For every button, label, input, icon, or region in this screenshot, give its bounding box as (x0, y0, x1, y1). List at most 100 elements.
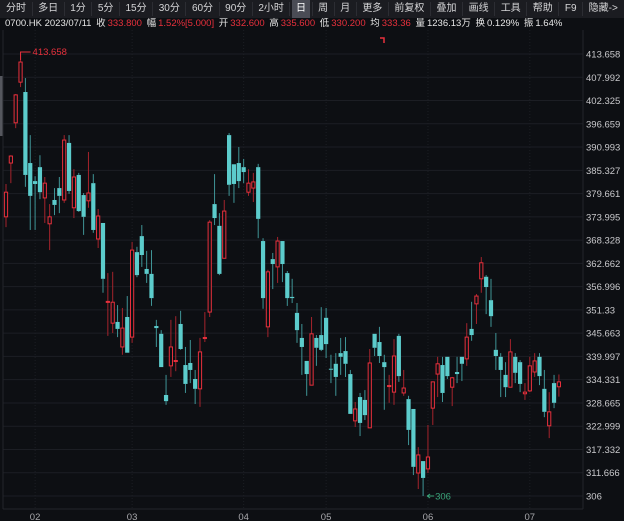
toolbar-button-2[interactable]: 1分 (70, 3, 86, 14)
candle-up (120, 327, 125, 348)
toolbar-button-13[interactable]: 前复权 (394, 3, 425, 14)
candle-down (299, 337, 304, 347)
candle-down (280, 241, 285, 265)
toolbar-button-3[interactable]: 5分 (97, 3, 114, 14)
candle-down (149, 273, 154, 299)
y-tick-label: 345.663 (586, 329, 620, 340)
candle-up (416, 454, 421, 474)
candle-down (154, 326, 159, 329)
min-arrow-icon (426, 493, 435, 499)
avg-value: 333.36 (381, 18, 411, 29)
change-value: 1.52%[5.000] (158, 18, 215, 29)
open-label: 开 (218, 18, 229, 29)
candle-down (513, 356, 518, 373)
toolbar-button-8[interactable]: 2小时 (258, 3, 284, 14)
toolbar-separator (118, 2, 120, 16)
candlestick-chart[interactable]: 413.658 306 413.658 407.992 402.325 396.659 3… (0, 30, 624, 521)
toolbar-button-7[interactable]: 90分 (225, 3, 247, 14)
candle-up (202, 337, 207, 340)
toolbar-button-18[interactable]: F9 (564, 3, 577, 14)
candle-up (130, 249, 135, 338)
toolbar-separator (494, 2, 496, 16)
toolbar-button-4[interactable]: 15分 (125, 3, 147, 14)
candle-up (547, 411, 552, 427)
toolbar-button-10[interactable]: 周 (318, 3, 329, 14)
candle-down (23, 92, 28, 175)
candle-down (256, 167, 261, 219)
y-tick-label: 396.659 (586, 119, 620, 130)
toolbar-separator (558, 2, 560, 16)
candle-up (62, 139, 67, 201)
toolbar-button-5[interactable]: 30分 (158, 3, 180, 14)
toolbar-button-17[interactable]: 帮助 (532, 3, 553, 14)
grid (3, 30, 583, 509)
candle-down (270, 259, 275, 265)
toolbar-button-6[interactable]: 60分 (191, 3, 214, 14)
candle-up (391, 355, 397, 393)
high-value: 335.600 (280, 18, 316, 29)
candle-down (333, 363, 338, 377)
candle-up (42, 182, 47, 199)
candle-down (454, 372, 460, 375)
candle-down (319, 335, 324, 350)
toolbar-separator (582, 2, 584, 16)
candle-up (71, 176, 77, 209)
volume-label: 量 (415, 18, 425, 29)
toolbar-button-16[interactable]: 工具 (500, 3, 521, 14)
y-tick-label: 413.658 (586, 50, 620, 61)
candles (3, 54, 561, 496)
candle-down (328, 368, 334, 370)
candle-down (231, 164, 237, 184)
candle-up (173, 360, 178, 363)
candle-down (484, 276, 489, 288)
amplitude-value: 1.64% (535, 18, 563, 29)
candle-down (183, 365, 188, 384)
toolbar-separator (91, 2, 93, 16)
toolbar-separator (333, 2, 335, 16)
y-tick-label: 373.995 (586, 212, 620, 223)
candle-up (86, 192, 91, 202)
candle-down (377, 342, 382, 356)
candle-up (13, 94, 18, 124)
y-tick-label: 379.661 (586, 189, 620, 200)
candle-down (503, 374, 508, 388)
candle-up (522, 391, 528, 395)
toolbar-button-11[interactable]: 月 (340, 3, 351, 14)
y-tick-label: 402.325 (586, 96, 620, 107)
candle-down (241, 167, 246, 173)
toolbar-button-12[interactable]: 更多 (362, 3, 383, 14)
candle-down (260, 241, 266, 299)
candle-up (353, 408, 358, 422)
change-label: 幅 (146, 18, 157, 29)
x-tick-label: 06 (423, 512, 434, 521)
toolbar-separator (311, 2, 313, 16)
candle-down (66, 142, 72, 191)
candle-down (227, 135, 232, 185)
toolbar-button-15[interactable]: 画线 (468, 3, 489, 14)
x-tick-label: 02 (30, 512, 41, 521)
amplitude-label: 振 (523, 18, 534, 29)
toolbar-separator (462, 2, 464, 16)
symbol-date: 0700.HK 2023/07/11 (5, 18, 92, 29)
volume-value: 1236.13万 (426, 18, 471, 29)
toolbar-button-19[interactable]: 隐藏-> (588, 3, 618, 14)
candle-up (222, 210, 227, 259)
toolbar-button-1[interactable]: 多日 (38, 3, 59, 14)
candle-down (134, 252, 140, 276)
high-label: 高 (269, 18, 279, 29)
candle-down (178, 323, 183, 350)
candle-up (18, 61, 23, 83)
candle-down (37, 167, 43, 193)
candle-down (518, 362, 523, 384)
toolbar-button-14[interactable]: 叠加 (436, 3, 457, 14)
y-tick-label: 328.665 (586, 398, 620, 409)
toolbar-separator (289, 2, 291, 16)
y-tick-label: 356.996 (586, 282, 620, 293)
x-tick-label: 05 (321, 512, 332, 521)
toolbar-button-9[interactable]: 日 (292, 0, 311, 18)
candle-down (469, 328, 474, 336)
toolbar-button-0[interactable]: 分时 (6, 3, 26, 14)
toolbar-separator (31, 2, 33, 16)
y-tick-label: 368.328 (586, 236, 620, 247)
candle-down (362, 399, 367, 416)
